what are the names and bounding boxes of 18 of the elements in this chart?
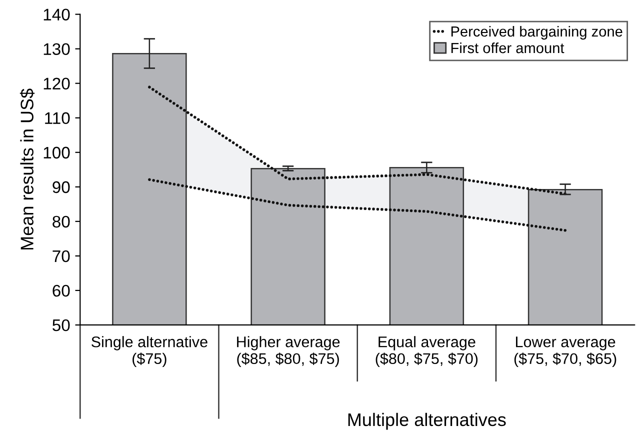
y-tick-label: 110: [45, 112, 70, 124]
y-tick-label: 80: [52, 216, 70, 228]
x-tick-label: Single alternative ($75): [92, 336, 208, 368]
y-tick-label: 70: [52, 250, 70, 262]
x-tick-label: Equal average ($80, $75, $70): [376, 336, 478, 368]
x-tick-label: Higher average ($85, $80, $75): [237, 336, 340, 368]
y-axis-title: Mean results in US$: [20, 88, 35, 250]
y-tick-label: 140: [44, 8, 70, 21]
y-tick-label: 50: [52, 319, 70, 332]
legend-label: Perceived bargaining zone: [451, 26, 622, 40]
y-tick-label: 90: [52, 181, 70, 194]
y-tick-label: 60: [52, 284, 70, 297]
y-tick-label: 130: [44, 43, 70, 56]
y-tick-label: 100: [44, 146, 70, 159]
legend-label: First offer amount: [451, 42, 564, 54]
text: Multiple alternatives: [348, 412, 506, 430]
x-tick-label: Lower average ($75, $70, $65): [514, 336, 616, 368]
y-tick-label: 120: [44, 78, 70, 90]
